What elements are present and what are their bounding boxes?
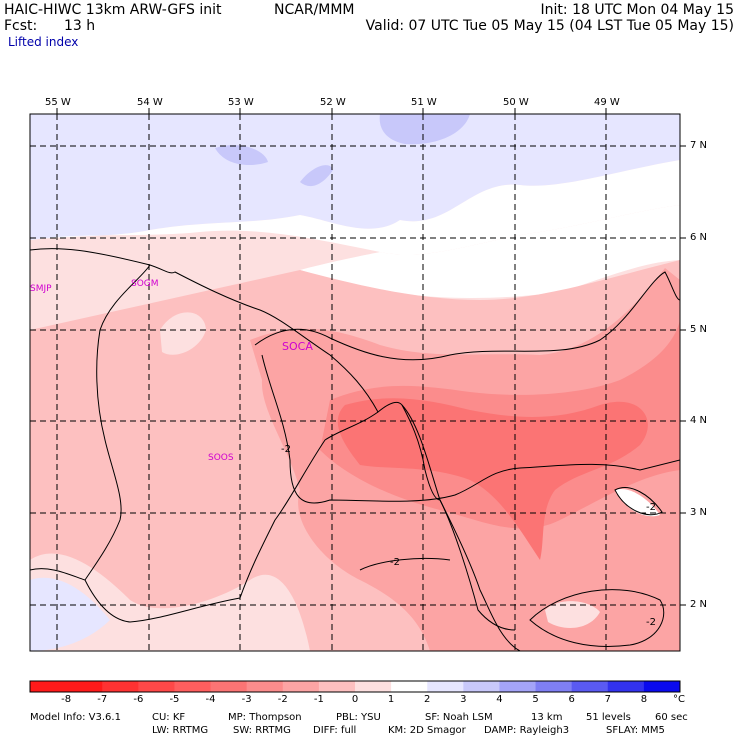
colorbar-swatch	[607, 681, 645, 692]
org-label: NCAR/MMM	[274, 2, 355, 18]
model-title: HAIC-HIWC 13km ARW-GFS init	[4, 2, 222, 18]
lon-label: 52 W	[320, 97, 346, 108]
station-label: SMJP	[30, 284, 52, 294]
lon-label: 50 W	[503, 97, 529, 108]
surface-layer: SFLAY: MM5	[606, 725, 665, 736]
colorbar-tick-label: -3	[241, 694, 252, 705]
colorbar-tick-label: -1	[313, 694, 324, 705]
cumulus-scheme: CU: KF	[152, 712, 186, 723]
model-info: Model Info: V3.6.1	[30, 712, 121, 723]
colorbar-tick-label: 2	[424, 694, 431, 705]
colorbar-tick-label: 5	[532, 694, 539, 705]
colorbar-tick-label: -2	[277, 694, 288, 705]
colorbar-swatch	[174, 681, 212, 692]
init-time: Init: 18 UTC Mon 04 May 15	[540, 2, 734, 18]
colorbar	[29, 680, 681, 693]
axis-ticks	[56, 108, 686, 606]
station-label: SOCA	[282, 340, 313, 353]
lon-label: 55 W	[45, 97, 71, 108]
surface-scheme: SF: Noah LSM	[425, 712, 493, 723]
colorbar-swatch	[571, 681, 609, 692]
colorbar-unit: °C	[673, 694, 685, 705]
colorbar-swatch	[66, 681, 103, 692]
contour-lines	[254, 271, 680, 651]
colorbar-tick-label: -7	[97, 694, 108, 705]
colorbar-frame	[29, 680, 681, 693]
damping: DAMP: Rayleigh3	[484, 725, 570, 736]
pbl-scheme: PBL: YSU	[336, 712, 381, 723]
levels: 51 levels	[586, 712, 631, 723]
lat-label: 7 N	[690, 140, 708, 151]
lon-label: 49 W	[594, 97, 620, 108]
colorbar-swatch	[499, 681, 537, 692]
lat-label: 6 N	[690, 232, 708, 243]
contour-label: -2	[646, 502, 656, 513]
coastline-borders	[29, 248, 516, 631]
colorbar-tick-label: 8	[640, 694, 648, 705]
shaded-field	[30, 114, 680, 651]
colorbar-tick-label: 0	[351, 694, 359, 705]
lon-label: 53 W	[228, 97, 254, 108]
colorbar-swatch	[282, 681, 320, 692]
lat-lon-grid	[30, 114, 680, 651]
contour-label: -2	[646, 617, 656, 628]
colorbar-swatch	[427, 681, 464, 692]
colorbar-tick-label: -6	[133, 694, 144, 705]
colorbar-swatch	[355, 681, 392, 692]
longwave-scheme: LW: RRTMG	[152, 725, 209, 736]
lat-label: 3 N	[690, 507, 708, 518]
contour-label: -2	[390, 557, 400, 568]
km-option: KM: 2D Smagor	[388, 725, 466, 736]
field-name: Lifted index	[8, 35, 79, 49]
station-label: SOOS	[208, 453, 234, 463]
colorbar-tick-label: -4	[205, 694, 216, 705]
colorbar-swatch	[643, 681, 681, 692]
station-label: SOGM	[131, 279, 159, 289]
lat-label: 5 N	[690, 324, 708, 335]
colorbar-tick-label: 1	[387, 694, 395, 705]
colorbar-swatch	[535, 681, 573, 692]
lon-label: 51 W	[411, 97, 437, 108]
microphysics: MP: Thompson	[228, 712, 302, 723]
lon-label: 54 W	[137, 97, 163, 108]
colorbar-swatch	[318, 681, 356, 692]
colorbar-swatch	[391, 681, 428, 692]
shortwave-scheme: SW: RRTMG	[233, 725, 291, 736]
forecast-hour: 13 h	[64, 18, 96, 34]
colorbar-tick-label: -5	[169, 694, 180, 705]
colorbar-tick-label: 6	[568, 694, 575, 705]
colorbar-tick-label: 3	[460, 694, 467, 705]
resolution: 13 km	[531, 712, 563, 723]
colorbar-tick-label: -8	[61, 694, 72, 705]
contour-label: -2	[281, 444, 291, 455]
valid-time: Valid: 07 UTC Tue 05 May 15 (04 LST Tue …	[365, 18, 734, 34]
colorbar-swatch	[210, 681, 248, 692]
lat-label: 2 N	[690, 599, 708, 610]
plot-frame	[29, 113, 681, 652]
colorbar-swatch	[463, 681, 500, 692]
forecast-label: Fcst:	[4, 18, 38, 34]
colorbar-swatch	[102, 681, 139, 692]
colorbar-swatch	[138, 681, 175, 692]
colorbar-tick-label: 7	[604, 694, 611, 705]
colorbar-swatch	[246, 681, 284, 692]
lat-label: 4 N	[690, 415, 708, 426]
colorbar-swatch	[30, 681, 67, 692]
timestep: 60 sec	[655, 712, 688, 723]
diffusion: DIFF: full	[313, 725, 357, 736]
colorbar-tick-label: 4	[496, 694, 503, 705]
